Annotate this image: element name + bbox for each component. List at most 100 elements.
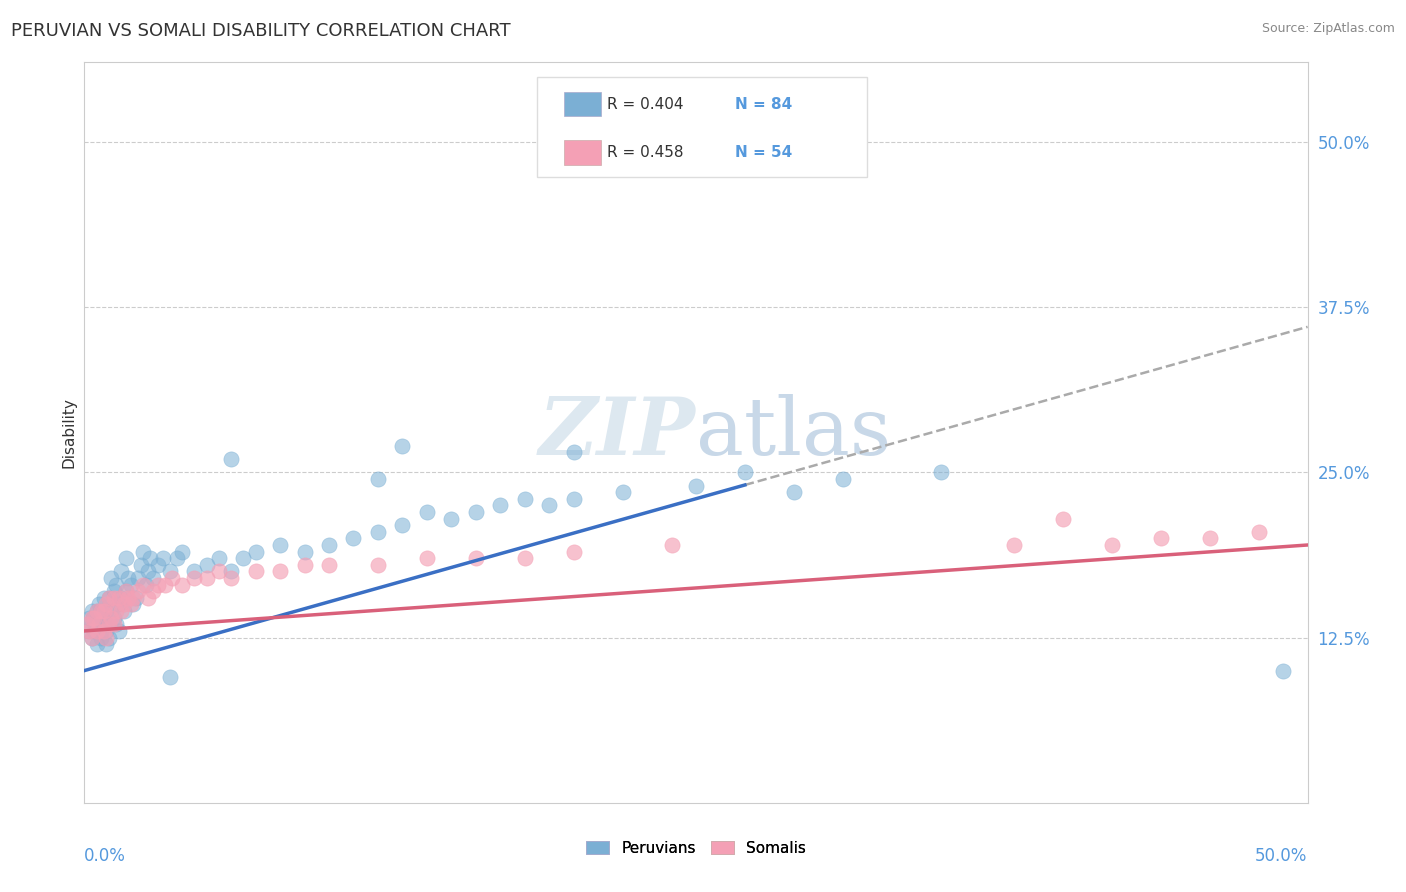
Point	[183, 565, 205, 579]
Point	[142, 571, 165, 585]
Point	[685, 478, 707, 492]
Point	[83, 610, 105, 624]
Point	[93, 617, 115, 632]
Point	[269, 565, 291, 579]
Point	[86, 604, 108, 618]
Point	[115, 584, 138, 599]
Text: atlas: atlas	[696, 393, 891, 472]
Point	[96, 631, 118, 645]
Point	[105, 604, 128, 618]
Point	[1150, 532, 1173, 546]
Point	[219, 452, 242, 467]
Point	[83, 624, 105, 638]
Point	[80, 631, 103, 645]
Point	[77, 624, 100, 638]
Point	[661, 538, 683, 552]
Point	[87, 617, 110, 632]
Point	[80, 610, 103, 624]
Y-axis label: Disability: Disability	[60, 397, 76, 468]
Point	[391, 518, 413, 533]
Point	[166, 551, 188, 566]
Point	[562, 544, 585, 558]
Point	[294, 558, 316, 572]
Point	[90, 604, 112, 618]
Point	[86, 604, 108, 618]
Point	[132, 544, 155, 558]
Point	[90, 624, 112, 638]
Point	[122, 598, 145, 612]
Point	[90, 631, 112, 645]
Point	[159, 670, 181, 684]
Point	[342, 532, 364, 546]
Point	[97, 631, 120, 645]
Point	[86, 624, 108, 638]
Point	[97, 617, 120, 632]
Point	[1052, 511, 1074, 525]
Point	[107, 598, 129, 612]
Point	[112, 604, 135, 618]
Point	[208, 551, 231, 566]
Point	[77, 610, 100, 624]
Point	[129, 558, 152, 572]
Point	[87, 598, 110, 612]
Point	[117, 591, 139, 605]
Point	[136, 565, 159, 579]
Point	[416, 505, 439, 519]
Point	[152, 551, 174, 566]
Point	[117, 571, 139, 585]
Text: N = 54: N = 54	[735, 145, 793, 161]
Point	[232, 551, 254, 566]
Point	[367, 472, 389, 486]
Point	[391, 439, 413, 453]
Point	[562, 491, 585, 506]
Point	[90, 604, 112, 618]
Point	[127, 584, 149, 599]
Point	[464, 505, 486, 519]
Point	[103, 617, 125, 632]
Text: R = 0.458: R = 0.458	[606, 145, 683, 161]
Point	[103, 584, 125, 599]
Point	[86, 637, 108, 651]
Point	[103, 610, 125, 624]
Point	[162, 571, 184, 585]
FancyBboxPatch shape	[537, 78, 868, 178]
Point	[97, 617, 120, 632]
Point	[100, 604, 122, 618]
Point	[110, 565, 132, 579]
Point	[208, 565, 231, 579]
Point	[96, 604, 118, 618]
Point	[115, 584, 138, 599]
Point	[83, 610, 105, 624]
Legend: Peruvians, Somalis: Peruvians, Somalis	[579, 835, 813, 862]
Point	[76, 617, 98, 632]
Point	[245, 544, 267, 558]
Point	[269, 538, 291, 552]
Point	[172, 577, 194, 591]
Point	[115, 551, 138, 566]
Text: 0.0%: 0.0%	[84, 847, 127, 865]
Point	[112, 598, 135, 612]
Point	[416, 551, 439, 566]
Point	[783, 485, 806, 500]
Point	[245, 565, 267, 579]
Point	[107, 591, 129, 605]
Point	[195, 558, 218, 572]
Text: R = 0.404: R = 0.404	[606, 97, 683, 112]
Point	[440, 511, 463, 525]
Text: PERUVIAN VS SOMALI DISABILITY CORRELATION CHART: PERUVIAN VS SOMALI DISABILITY CORRELATIO…	[11, 22, 510, 40]
Point	[120, 577, 142, 591]
Point	[562, 445, 585, 459]
Point	[80, 604, 103, 618]
Point	[105, 577, 128, 591]
Point	[136, 591, 159, 605]
Point	[929, 465, 952, 479]
Point	[146, 558, 169, 572]
Point	[1247, 524, 1270, 539]
Point	[122, 591, 145, 605]
Point	[97, 591, 120, 605]
Point	[219, 565, 242, 579]
Point	[93, 604, 115, 618]
Point	[100, 610, 122, 624]
Point	[831, 472, 853, 486]
Point	[464, 551, 486, 566]
